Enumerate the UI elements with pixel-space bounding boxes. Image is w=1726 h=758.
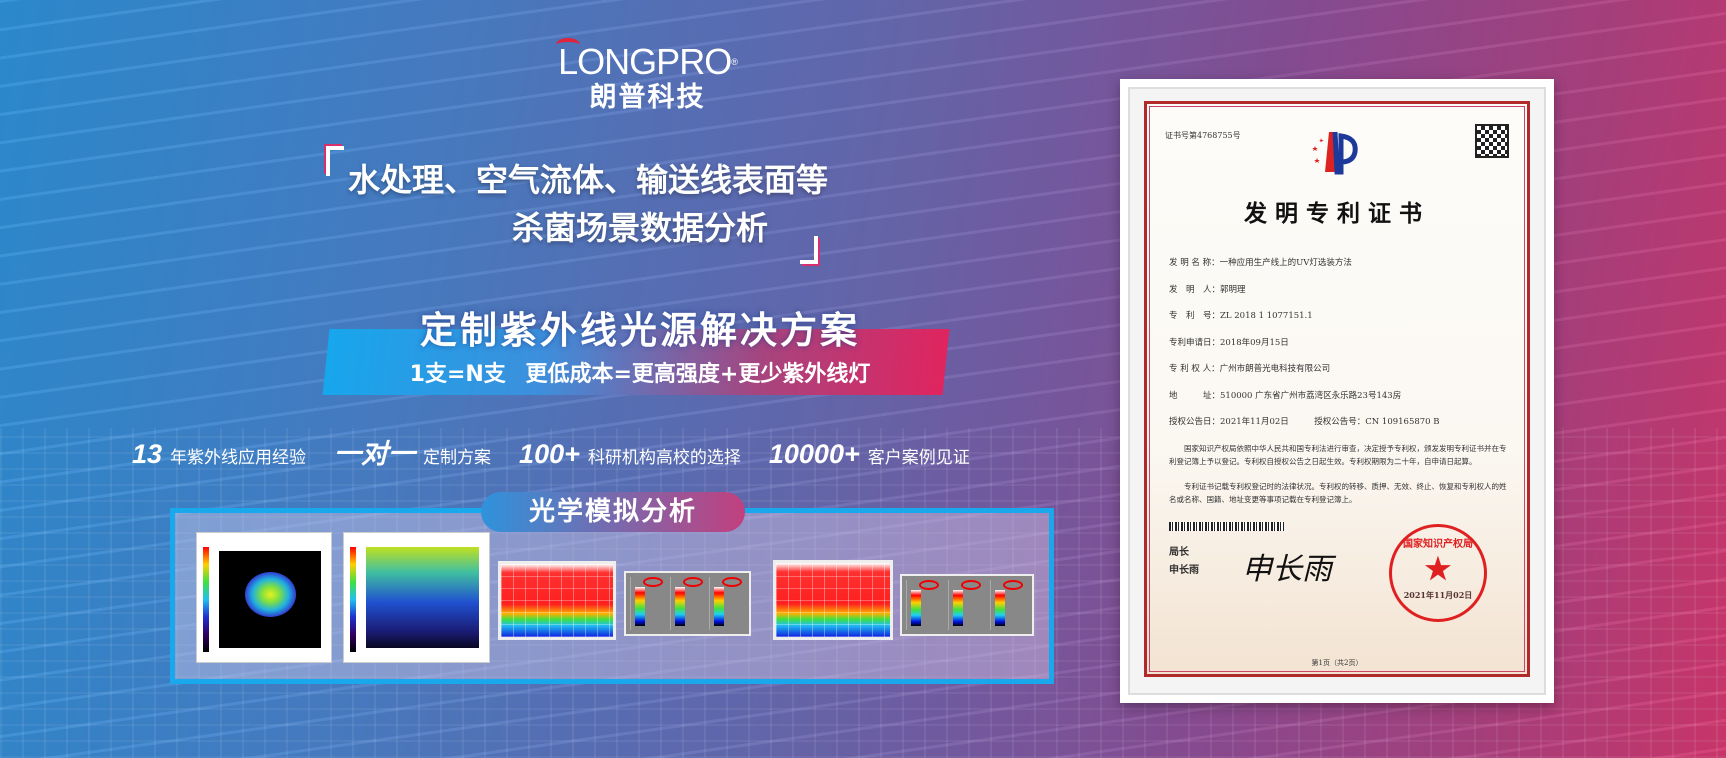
brand-name-cn: 朗普科技 [589,82,706,113]
stat-value: 100+ [519,439,580,469]
certificate-paragraph: 专利证书记载专利权登记时的法律状况。专利权的转移、质押、无效、终止、恢复和专利权… [1169,482,1507,504]
certificate-fields: 发 明 名 称：一种应用生产线上的UV灯选装方法 发 明 人：郭明理 专 利 号… [1169,250,1507,436]
quote-bracket-close [800,236,818,264]
certificate-field: 发 明 名 称：一种应用生产线上的UV灯选装方法 [1169,258,1352,268]
certificate-field: 发 明 人：郭明理 [1169,284,1246,295]
simulation-scatter-plot [343,532,490,663]
headline-line2: 杀菌场景数据分析 [511,209,768,247]
solution-subtitle: 1支=N支 更低成本=更高强度+更少紫外线灯 [409,362,871,387]
registered-mark: ® [731,57,738,67]
stats-row: 13 年紫外线应用经验 一对一 定制方案 100+ 科研机构高校的选择 10000+ 客… [132,432,990,471]
simulation-legend-1 [624,571,751,636]
cnipa-emblem-icon [1312,131,1358,175]
seal-date: 2021年11月02日 [1403,590,1473,600]
certificate-number: 证书号第4768755号 [1165,131,1241,140]
certificate-field: 专 利 号：ZL 2018 1 1077151.1 [1169,311,1313,321]
brand-name-en: LONGPRO [558,41,732,82]
signature: 申长雨 [1242,552,1332,587]
stat-value: 10000+ [768,439,860,469]
quote-bracket-open [326,146,344,176]
certificate-title: 发明专利证书 [1244,200,1430,227]
brand-logo: LONGPRO® 朗普科技 [550,38,745,114]
official-seal: 国家知识产权局 ★ 2021年11月02日 [1389,524,1487,622]
star-icon: ★ [1424,552,1452,587]
stat-label: 定制方案 [423,448,492,468]
signer-name: 申长雨 [1169,565,1199,576]
page-number: 第1页（共2页） [1311,659,1363,667]
stat-value: 13 [132,439,163,469]
stat-label: 年紫外线应用经验 [170,448,307,468]
barcode [1169,522,1284,531]
qr-code [1475,124,1509,158]
certificate-field: 专 利 权 人：广州市朗普光电科技有限公司 [1169,364,1331,374]
simulation-irradiance-plot [196,532,332,663]
simulation-legend-2 [900,574,1034,636]
simulation-title: 光学模拟分析 [481,492,745,532]
certificate-paragraph: 国家知识产权局依照中华人民共和国专利法进行审查，决定授予专利权，颁发发明专利证书… [1169,444,1507,466]
certificate-field: 专利申请日：2018年09月15日 [1169,337,1289,348]
signer: 局长 申长雨 [1169,544,1199,580]
certificate-field: 授权公告日：2021年11月02日 授权公告号：CN 109165870 B [1169,417,1440,427]
headline-line1: 水处理、空气流体、输送线表面等 [348,161,829,199]
simulation-heatmap-2 [773,560,893,640]
certificate-field: 地 址：510000 广东省广州市荔湾区永乐路23号143房 [1169,390,1402,401]
simulation-heatmap-1 [498,561,616,640]
stat-value: 一对一 [334,439,416,469]
stat-label: 客户案例见证 [867,448,970,468]
seal-text: 国家知识产权局 [1403,539,1473,550]
color-scale [350,547,356,652]
patent-certificate-frame: 证书号第4768755号 发明专利证书 发 明 名 称：一种应用生产线上的UV灯… [1120,79,1554,703]
solution-title: 定制紫外线光源解决方案 [420,309,860,352]
color-scale [203,547,209,652]
signer-title: 局长 [1169,547,1189,558]
headline: 水处理、空气流体、输送线表面等 杀菌场景数据分析 [330,156,950,252]
patent-certificate: 证书号第4768755号 发明专利证书 发 明 名 称：一种应用生产线上的UV灯… [1144,101,1530,677]
stat-label: 科研机构高校的选择 [587,448,741,468]
irradiance-spot [244,572,296,617]
